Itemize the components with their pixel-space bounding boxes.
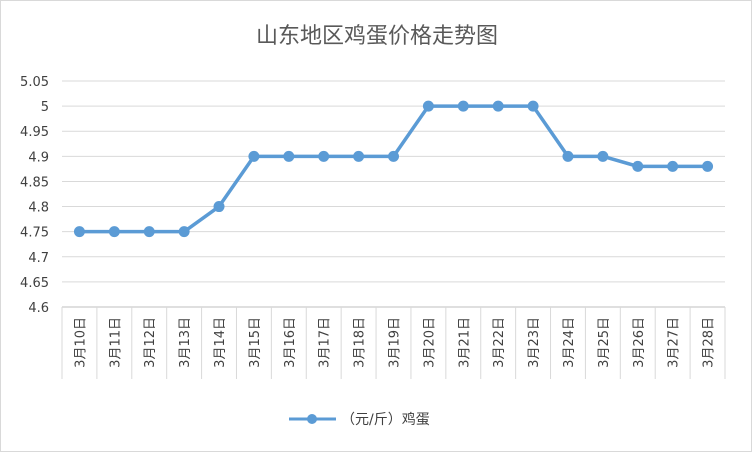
y-tick-label: 4.7 bbox=[28, 251, 49, 266]
x-tick-label: 3月12日 bbox=[143, 317, 158, 368]
data-point[interactable] bbox=[353, 150, 365, 162]
y-tick-label: 4.65 bbox=[20, 276, 49, 291]
data-point[interactable] bbox=[562, 150, 574, 162]
x-tick-label: 3月13日 bbox=[178, 317, 193, 368]
legend-entry-label: （元/斤）鸡蛋 bbox=[341, 411, 430, 428]
y-tick-label: 5.05 bbox=[20, 75, 49, 90]
data-point[interactable] bbox=[108, 226, 120, 238]
legend-point-marker bbox=[307, 414, 317, 424]
x-tick-label: 3月21日 bbox=[457, 317, 472, 368]
x-tick-label: 3月25日 bbox=[597, 317, 612, 368]
x-tick-label: 3月16日 bbox=[283, 317, 298, 368]
y-tick-label: 5 bbox=[41, 100, 49, 115]
x-tick-label: 3月22日 bbox=[492, 317, 507, 368]
data-point[interactable] bbox=[388, 150, 399, 162]
x-tick-label: 3月20日 bbox=[422, 317, 437, 368]
y-axis-ticks: 4.6 4.65 4.7 4.75 4.8 4.85 4.9 4.95 5 5.05 bbox=[20, 75, 49, 316]
series-line bbox=[79, 104, 708, 234]
data-point[interactable] bbox=[702, 160, 714, 172]
chart-title: 山东地区鸡蛋价格走势图 bbox=[256, 24, 498, 49]
x-tick-label: 3月23日 bbox=[527, 317, 542, 368]
series-layer bbox=[73, 100, 714, 238]
x-tick-label: 3月19日 bbox=[388, 317, 403, 368]
data-point[interactable] bbox=[213, 201, 225, 213]
data-point[interactable] bbox=[283, 150, 295, 162]
x-tick-label: 3月27日 bbox=[667, 317, 682, 368]
y-tick-label: 4.85 bbox=[20, 175, 49, 190]
y-tick-label: 4.8 bbox=[28, 201, 49, 216]
data-point[interactable] bbox=[143, 226, 155, 238]
data-point[interactable] bbox=[667, 160, 679, 172]
data-point[interactable] bbox=[73, 226, 85, 238]
x-axis bbox=[61, 306, 726, 379]
data-point[interactable] bbox=[248, 150, 260, 162]
data-point[interactable] bbox=[527, 100, 539, 112]
y-tick-label: 4.9 bbox=[28, 150, 49, 165]
x-tick-label: 3月11日 bbox=[108, 317, 123, 368]
x-tick-label: 3月17日 bbox=[318, 317, 333, 368]
data-point[interactable] bbox=[492, 100, 504, 112]
x-tick-label: 3月10日 bbox=[73, 317, 88, 368]
x-tick-label: 3月15日 bbox=[248, 317, 263, 368]
legend[interactable]: （元/斤）鸡蛋 bbox=[289, 411, 430, 428]
data-point[interactable] bbox=[457, 100, 469, 112]
y-tick-label: 4.95 bbox=[20, 125, 49, 140]
data-point[interactable] bbox=[318, 150, 330, 162]
grid-lines bbox=[62, 80, 725, 283]
data-point[interactable] bbox=[178, 226, 190, 238]
x-tick-label: 3月18日 bbox=[353, 317, 368, 368]
data-point[interactable] bbox=[597, 150, 609, 162]
x-axis-ticks: 3月10日 3月11日 3月12日 3月13日 3月14日 3月15日 3月16日 3月17日… bbox=[73, 317, 716, 368]
x-tick-label: 3月24日 bbox=[562, 317, 577, 368]
y-tick-label: 4.75 bbox=[20, 226, 49, 241]
x-tick-label: 3月14日 bbox=[213, 317, 228, 368]
data-point[interactable] bbox=[632, 160, 644, 172]
x-tick-label: 3月28日 bbox=[702, 317, 717, 368]
data-point[interactable] bbox=[422, 100, 434, 112]
x-tick-label: 3月26日 bbox=[632, 317, 647, 368]
y-tick-label: 4.6 bbox=[28, 301, 49, 316]
